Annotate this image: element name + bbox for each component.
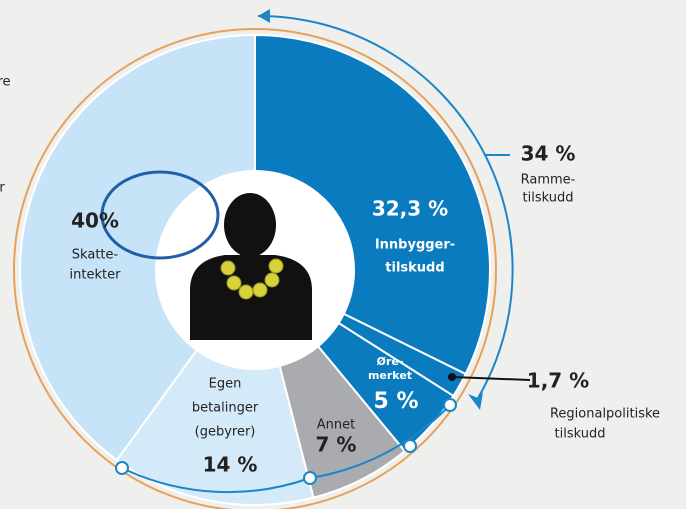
value-label: 1,7 % (527, 369, 589, 393)
category-label: Regionalpolitiske (550, 407, 660, 422)
orbit-nodes (115, 398, 457, 485)
value-label: 32,3 % (372, 197, 448, 221)
category-label: betalinger (192, 401, 259, 416)
highlight-ellipse (100, 170, 220, 260)
value-label: 5 % (373, 389, 418, 414)
cut-text: re (0, 75, 11, 90)
leader-line (451, 376, 531, 381)
slice (19, 33, 256, 462)
ramme-bracket (257, 14, 514, 399)
outer-ring (13, 28, 497, 509)
orbit-arc (121, 467, 311, 494)
cut-text: r (0, 181, 5, 196)
category-label: Skatte- (72, 248, 119, 263)
leader-dot (448, 373, 456, 381)
orbit-arc (309, 404, 451, 479)
annotation-label: tilskudd (523, 191, 574, 206)
category-label: merket (368, 369, 412, 382)
category-label: (gebyrer) (195, 425, 256, 440)
category-label: tilskudd (555, 427, 606, 442)
annotation-label: Ramme- (521, 173, 576, 188)
value-label: 14 % (203, 453, 258, 477)
arrow-head (468, 392, 483, 410)
value-label: 7 % (316, 433, 357, 457)
arrow-head (258, 9, 270, 23)
category-label: Innbygger- (375, 238, 455, 253)
annotation-value: 34 % (521, 142, 576, 166)
category-label: Egen (209, 377, 242, 392)
value-label: 40% (71, 209, 119, 233)
category-label: Annet (317, 418, 355, 433)
chain-icon (220, 258, 284, 300)
category-label: Øre- (377, 355, 404, 368)
category-label: tilskudd (385, 261, 444, 276)
category-label: intekter (70, 268, 122, 283)
